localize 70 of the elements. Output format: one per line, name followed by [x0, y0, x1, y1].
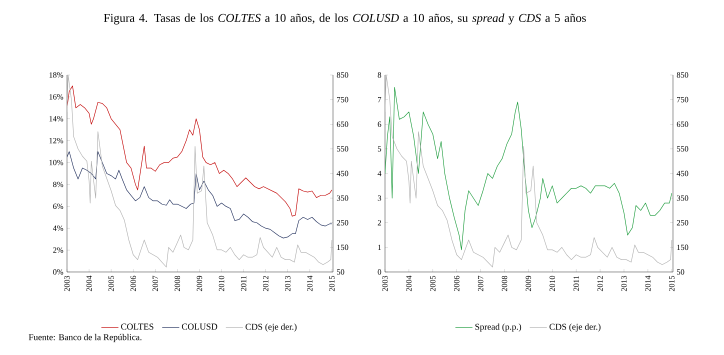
- y2-tick-label: 50: [337, 269, 344, 275]
- x-tick-label: 2007: [478, 276, 484, 292]
- y2-tick-label: 450: [676, 170, 688, 176]
- y2-tick-label: 850: [676, 72, 688, 78]
- x-tick-label: 2009: [196, 276, 202, 292]
- y-tick-label: 1: [378, 244, 381, 250]
- x-tick-label: 2014: [645, 276, 651, 292]
- x-tick-label: 2011: [574, 276, 579, 291]
- x-tick-label: 2006: [130, 276, 136, 292]
- y-tick-label: 4%: [52, 226, 64, 231]
- y-tick-label: 18%: [50, 72, 64, 78]
- x-tick-label: 2005: [108, 276, 114, 292]
- y2-tick-label: 250: [676, 220, 688, 226]
- y-tick-label: 0: [378, 269, 382, 275]
- y2-tick-label: 50: [677, 269, 684, 275]
- y2-tick-label: 550: [677, 146, 688, 152]
- y-tick-label: 12%: [50, 138, 64, 144]
- y-tick-label: 8%: [53, 182, 64, 188]
- y2-tick-label: 350: [676, 195, 688, 201]
- y2-tick-label: 450: [336, 170, 348, 176]
- x-tick-label: 2004: [86, 276, 92, 292]
- y-tick-label: 8: [378, 72, 382, 78]
- x-tick-label: 2014: [307, 276, 313, 292]
- legend-label: CDS (eje der.): [246, 323, 297, 332]
- y2-tick-label: 750: [337, 96, 348, 102]
- x-tick-label: 2008: [502, 276, 508, 292]
- y-tick-label: 0%: [53, 269, 64, 275]
- y-tick-label: 2: [378, 220, 382, 226]
- y-tick-label: 5: [378, 146, 382, 152]
- x-tick-label: 2012: [597, 276, 603, 292]
- y-tick-label: 14%: [50, 116, 64, 122]
- x-tick-label: 2003: [382, 276, 388, 292]
- x-tick-label: 2005: [430, 276, 436, 292]
- x-tick-label: 2003: [64, 276, 70, 292]
- y2-tick-label: 750: [677, 96, 688, 102]
- x-tick-label: 2010: [550, 276, 555, 292]
- x-tick-label: 2004: [406, 276, 412, 292]
- y-tick-label: 7: [378, 97, 382, 102]
- y2-tick-label: 150: [677, 244, 688, 250]
- x-tick-label: 2010: [218, 276, 224, 292]
- y2-tick-label: 350: [336, 195, 348, 201]
- y-tick-label: 6%: [53, 204, 64, 210]
- x-tick-label: 2008: [174, 276, 180, 292]
- y2-tick-label: 650: [676, 122, 688, 127]
- legend-label: COLTES: [121, 324, 154, 330]
- y2-tick-label: 850: [336, 72, 348, 78]
- y-tick-label: 4: [378, 170, 382, 176]
- y2-tick-label: 250: [336, 220, 348, 226]
- legend-label: CDS (eje der.): [550, 323, 601, 332]
- y2-tick-label: 550: [337, 146, 348, 152]
- y-tick-label: 16%: [50, 94, 64, 100]
- legend-label: Spread (p.p.): [475, 323, 522, 332]
- y-tick-label: 6: [378, 122, 382, 127]
- y-tick-label: 10%: [50, 160, 64, 166]
- y2-tick-label: 150: [337, 244, 348, 250]
- x-tick-label: 2007: [152, 276, 158, 292]
- x-tick-label: 2011: [240, 276, 246, 291]
- x-tick-label: 2015: [669, 276, 674, 292]
- x-tick-label: 2006: [454, 276, 460, 292]
- x-tick-label: 2009: [526, 276, 532, 292]
- source-note: Fuente: Banco de la República.: [28, 334, 142, 342]
- legend-label: COLUSD: [182, 324, 218, 330]
- x-tick-label: 2015: [329, 276, 335, 292]
- x-tick-label: 2013: [285, 276, 290, 292]
- y-tick-label: 3: [378, 195, 382, 201]
- y2-tick-label: 650: [336, 122, 348, 127]
- x-tick-label: 2013: [621, 276, 627, 292]
- x-tick-label: 2012: [262, 276, 268, 292]
- chart-title: Figura 4. Tasas de los COLTES a 10 años, de los COLUSD a 10 años, su spread y CDS a 5 años: [104, 14, 586, 24]
- y-tick-label: 2%: [53, 247, 64, 253]
